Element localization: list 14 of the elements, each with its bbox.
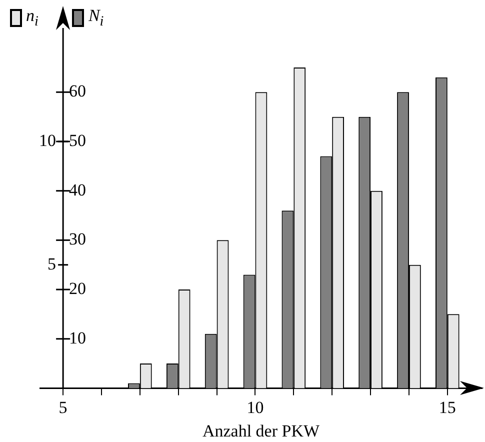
legend-label: n$_{i}$ xyxy=(26,6,38,30)
x-tick-label: 15 xyxy=(438,398,456,417)
x-axis-title: Anzahl der PKW xyxy=(202,421,320,440)
y-tick-label: 30 xyxy=(69,230,86,249)
y-tick-label: 10 xyxy=(69,328,86,348)
x-tick-label: 10 xyxy=(246,398,264,417)
y-tick-label: 60 xyxy=(69,82,86,101)
y2-tick-label: 10 xyxy=(39,130,56,150)
y2-tick-label: 5 xyxy=(48,254,56,274)
legend-label: N$_{i}$ xyxy=(88,6,104,30)
y-tick-label: 50 xyxy=(69,130,86,150)
y-tick-label: 20 xyxy=(69,278,86,298)
x-tick-label: 5 xyxy=(58,398,68,417)
y-tick-label: 40 xyxy=(69,180,86,200)
